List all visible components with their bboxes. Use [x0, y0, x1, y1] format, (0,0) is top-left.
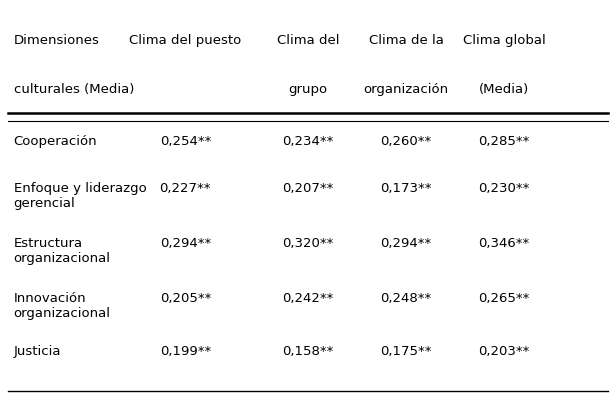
Text: Dimensiones: Dimensiones	[14, 34, 100, 47]
Text: 0,248**: 0,248**	[381, 292, 432, 305]
Text: 0,265**: 0,265**	[479, 292, 530, 305]
Text: 0,242**: 0,242**	[282, 292, 334, 305]
Text: grupo: grupo	[288, 83, 328, 96]
Text: Estructura
organizacional: Estructura organizacional	[14, 237, 111, 265]
Text: 0,173**: 0,173**	[380, 182, 432, 195]
Text: 0,205**: 0,205**	[160, 292, 211, 305]
Text: Enfoque y liderazgo
gerencial: Enfoque y liderazgo gerencial	[14, 182, 147, 210]
Text: (Media): (Media)	[479, 83, 529, 96]
Text: Clima global: Clima global	[463, 34, 546, 47]
Text: 0,230**: 0,230**	[479, 182, 530, 195]
Text: 0,285**: 0,285**	[479, 135, 530, 148]
Text: organización: organización	[363, 83, 448, 96]
Text: 0,254**: 0,254**	[160, 135, 211, 148]
Text: 0,199**: 0,199**	[160, 345, 211, 357]
Text: Clima de la: Clima de la	[369, 34, 444, 47]
Text: 0,158**: 0,158**	[282, 345, 334, 357]
Text: 0,203**: 0,203**	[479, 345, 530, 357]
Text: 0,175**: 0,175**	[380, 345, 432, 357]
Text: Clima del: Clima del	[277, 34, 339, 47]
Text: 0,294**: 0,294**	[381, 237, 432, 250]
Text: Cooperación: Cooperación	[14, 135, 97, 148]
Text: Justicia: Justicia	[14, 345, 61, 357]
Text: Innovación
organizacional: Innovación organizacional	[14, 292, 111, 320]
Text: 0,346**: 0,346**	[479, 237, 530, 250]
Text: 0,227**: 0,227**	[160, 182, 211, 195]
Text: 0,207**: 0,207**	[282, 182, 334, 195]
Text: culturales (Media): culturales (Media)	[14, 83, 134, 96]
Text: 0,320**: 0,320**	[282, 237, 334, 250]
Text: 0,260**: 0,260**	[381, 135, 432, 148]
Text: Clima del puesto: Clima del puesto	[129, 34, 241, 47]
Text: 0,294**: 0,294**	[160, 237, 211, 250]
Text: 0,234**: 0,234**	[282, 135, 334, 148]
